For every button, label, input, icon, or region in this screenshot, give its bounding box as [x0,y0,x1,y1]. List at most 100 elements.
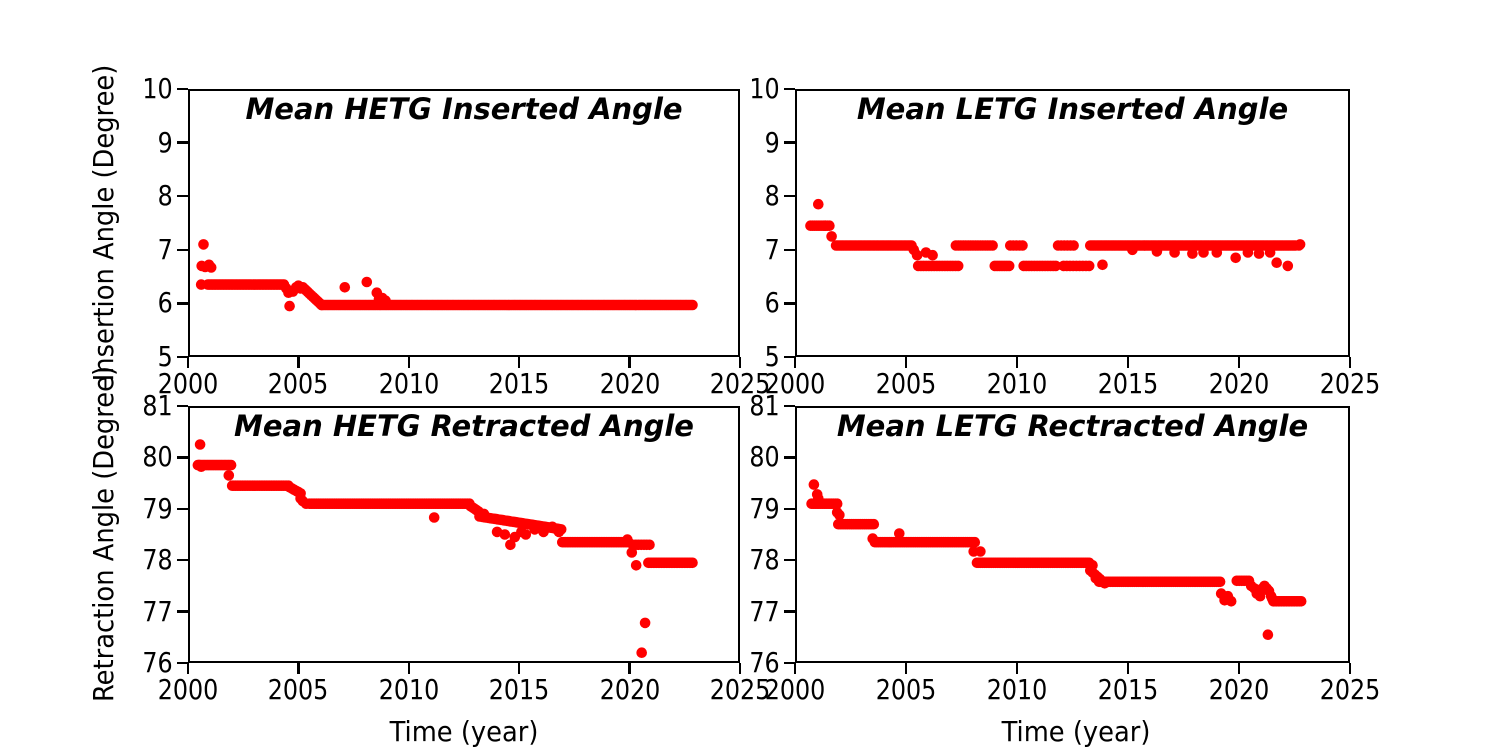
data-point [834,509,845,521]
y-tick-mark [784,302,795,305]
data-point [1262,629,1274,640]
data-point [1267,593,1278,605]
scatter-points-letg-retracted [806,479,1307,640]
data-point [975,546,986,557]
y-tick-label: 78 [142,543,173,577]
y-tick-label: 8 [157,179,173,213]
x-tick-mark [738,357,742,368]
y-tick-label: 76 [749,646,780,679]
data-point [639,617,651,629]
y-tick-mark [177,558,188,562]
x-tick-mark [1348,357,1352,368]
y-tick-mark [784,355,795,359]
y-tick-mark [784,507,795,511]
y-tick-label: 79 [142,491,173,525]
data-point [987,240,998,251]
y-tick-label: 7 [764,232,780,266]
data-point [284,300,295,312]
scatter-points-hetg-retracted [192,439,698,658]
data-point [819,220,831,231]
data-point [1225,596,1237,607]
data-point [1017,240,1028,251]
subplot-letg-inserted: Mean LETG Inserted Angle 10 9 8 7 6 5 2000 2005… [750,75,1381,398]
data-point [813,198,824,210]
data-point [1169,247,1180,258]
x-tick-mark [186,357,190,368]
data-point [636,647,647,658]
x-tick-label: 2020 [1208,673,1270,706]
y-tick-mark [177,456,188,459]
data-point [1230,252,1241,264]
data-point [1097,259,1108,271]
data-point [553,526,565,538]
x-tick-mark [738,663,742,674]
y-tick-label: 9 [764,125,780,159]
plot-title-hetg-inserted: Mean HETG Inserted Angle [245,92,683,126]
data-point [868,518,880,530]
data-point [380,295,391,306]
x-axis-label-right: Time (year) [1001,715,1151,748]
data-point [867,533,878,544]
x-tick-label: 2015 [1097,673,1159,706]
x-tick-mark [186,663,190,674]
plot-title-hetg-retracted: Mean HETG Retracted Angle [234,409,694,443]
data-point [813,493,824,504]
x-tick-mark [407,663,411,674]
x-tick-mark [1237,663,1241,674]
y-tick-mark [784,661,795,665]
y-axis-label-retraction: Retraction Angle (Degree) [87,365,120,703]
y-tick-label: 81 [142,389,173,422]
x-tick-mark [1348,663,1352,674]
x-tick-mark [1126,357,1130,368]
x-tick-label: 2000 [764,367,826,400]
x-tick-mark [904,663,908,674]
data-point [1271,257,1282,268]
x-tick-label: 2000 [157,367,219,400]
y-tick-mark [784,456,795,459]
x-tick-label: 2005 [875,673,937,706]
x-tick-label: 2020 [599,367,660,400]
y-tick-label: 78 [749,543,780,577]
data-point [1264,247,1276,258]
y-tick-label: 76 [142,646,173,679]
data-point [225,459,237,471]
x-tick-mark [1015,663,1019,674]
data-point [826,231,837,242]
y-tick-mark [784,87,795,91]
data-point [1214,576,1226,588]
y-tick-label: 10 [142,72,173,105]
y-tick-label: 8 [764,179,780,213]
data-point [505,539,516,551]
plot-title-letg-retracted: Mean LETG Rectracted Angle [836,409,1309,443]
x-tick-label: 2005 [268,673,329,706]
y-tick-label: 7 [157,232,173,266]
data-point [198,239,209,250]
y-tick-mark [177,302,188,305]
plot-title-letg-inserted: Mean LETG Inserted Angle [856,92,1289,126]
data-point [894,528,905,539]
y-tick-label: 80 [142,440,173,474]
data-point [927,249,938,261]
data-point [194,439,206,450]
y-tick-mark [784,248,795,252]
x-tick-label: 2010 [378,367,440,400]
x-tick-label: 2000 [157,673,219,706]
x-tick-label: 2025 [709,367,771,400]
x-tick-mark [793,357,797,368]
data-point [969,536,981,548]
x-tick-label: 2020 [1208,367,1270,400]
data-point [622,534,633,545]
data-point [1242,247,1254,258]
y-tick-label: 5 [764,340,780,373]
y-tick-mark [177,87,188,91]
x-tick-mark [628,357,631,368]
x-tick-label: 2025 [1319,367,1381,400]
data-point [1187,248,1198,259]
x-tick-label: 2015 [488,367,550,400]
y-tick-mark [784,558,795,562]
data-point [195,461,207,472]
subplot-hetg-retracted: Mean HETG Retracted Angle 81 80 79 78 77 76 20… [143,392,771,704]
data-point [1294,239,1306,250]
data-point [1127,244,1138,256]
